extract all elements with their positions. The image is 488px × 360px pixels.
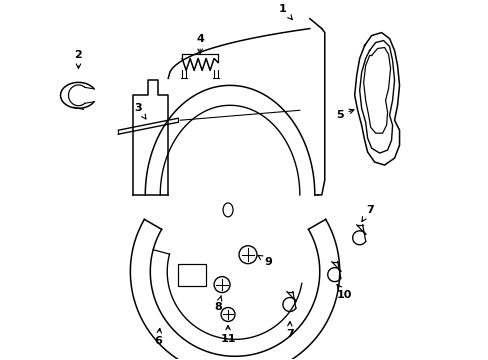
Bar [178, 264, 205, 285]
Text: 10: 10 [336, 284, 352, 300]
Text: 6: 6 [154, 328, 162, 346]
Text: 1: 1 [279, 4, 292, 19]
Text: 5: 5 [335, 109, 353, 120]
Text: 4: 4 [196, 33, 203, 53]
Text: 3: 3 [134, 103, 145, 119]
Text: 8: 8 [214, 296, 222, 311]
Text: 9: 9 [258, 255, 271, 267]
Text: 11: 11 [220, 325, 235, 345]
Text: 7: 7 [285, 321, 293, 339]
Text: 2: 2 [75, 50, 82, 68]
Text: 7: 7 [361, 205, 373, 221]
